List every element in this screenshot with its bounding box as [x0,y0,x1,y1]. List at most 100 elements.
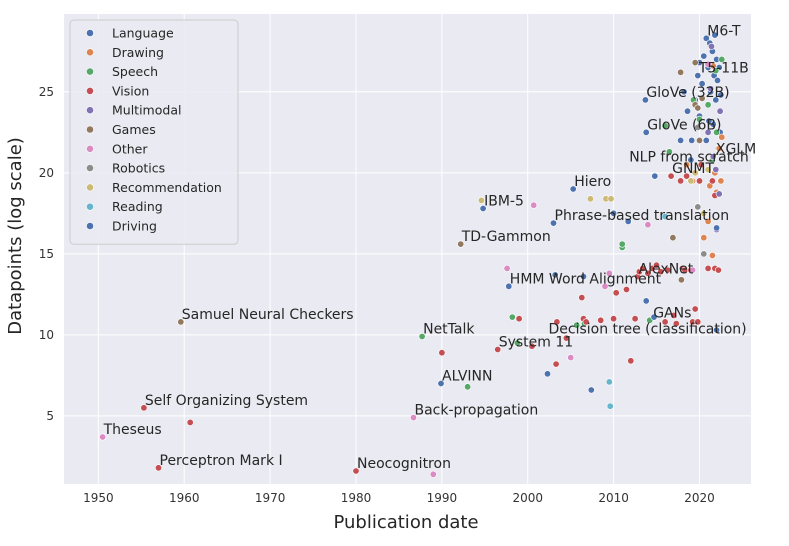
data-point [606,402,614,410]
data-point [409,414,417,422]
annotation-label: Phrase-based translation [555,208,730,224]
data-point [691,59,699,67]
legend-marker [86,202,94,211]
annotation-label: TD-Gammon [461,229,551,245]
data-point [704,166,712,174]
annotation-label: NetTalk [423,322,475,338]
data-point [657,268,665,276]
annotation-label: NLP from scratch [629,150,749,166]
data-point [667,172,675,180]
x-tick-label: 1960 [169,491,200,505]
data-point [429,470,437,478]
x-tick-label: 2020 [684,491,715,505]
legend-label: Reading [112,199,163,214]
data-point [543,370,551,378]
y-tick-label: 20 [39,166,54,180]
data-point [677,68,685,76]
data-point [713,326,721,334]
legend-marker [86,29,94,37]
data-point [627,357,635,365]
data-point [552,360,560,368]
data-point [562,334,570,342]
x-tick-label: 2000 [512,491,543,505]
data-point [691,305,699,313]
data-point [711,31,719,39]
data-point [715,190,723,198]
data-point [644,269,652,277]
data-point [708,252,716,260]
data-point [528,342,536,350]
data-point [695,115,703,123]
data-point [515,315,523,323]
annotation-label: Neocognitron [357,456,451,472]
x-axis-title: Publication date [333,512,478,533]
data-point [642,297,650,305]
data-point [186,418,194,426]
x-tick-label: 2010 [598,491,629,505]
data-point [713,76,721,84]
tick-labels: 1950 1960 1970 1980 1990 2000 2010 2020 5 10 15 20 2… [39,85,715,505]
data-point [687,177,695,185]
y-axis-title: Datapoints (log scale) [5,137,26,335]
data-point [717,91,725,99]
data-point [569,185,577,193]
data-point [624,217,632,225]
annotation-label: System 11 [499,335,573,351]
data-point [704,128,712,136]
y-tick-label: 15 [39,247,54,261]
data-point [705,117,713,125]
data-point [670,311,678,319]
annotation-label: Back-propagation [415,403,539,419]
data-point [639,264,647,272]
data-point [631,315,639,323]
data-point [697,161,705,169]
annotation-label: Hiero [574,174,611,190]
legend-label: Drawing [112,45,164,60]
data-point [669,234,677,242]
legend-marker [86,48,94,57]
y-tick-label: 25 [39,85,54,99]
data-point [715,145,723,153]
data-point [551,271,559,279]
legend-label: Driving [112,219,157,234]
data-point [694,203,702,211]
series-games [177,59,706,326]
legend-marker [86,106,94,115]
legend-label: Speech [112,64,158,79]
data-point [708,177,716,185]
legend-label: Recommendation [112,180,222,195]
data-point [689,266,697,274]
data-point [695,136,703,144]
data-point [700,52,708,60]
data-point [712,67,720,75]
data-point [567,354,575,362]
x-tick-label: 1990 [427,491,458,505]
data-point [651,172,659,180]
series-multimodal [704,42,724,234]
data-point [704,217,712,225]
legend-label: Multimodal [112,103,181,118]
data-point [587,386,595,394]
data-point [712,166,720,174]
data-point [700,209,708,217]
data-point [677,276,685,284]
data-point [579,273,587,281]
annotation-label: GANs [653,305,691,321]
annotation-label: AlexNet [639,262,694,278]
data-point [479,205,487,213]
annotation-label: T5-11B [698,61,749,77]
legend-marker [86,125,94,134]
annotation-label: Decision tree (classification) [549,322,747,338]
series-driving [437,224,721,394]
data-point [717,177,725,185]
data-point [704,264,712,272]
data-point [352,467,360,475]
y-tick-label: 5 [46,409,54,423]
legend-label: Language [112,26,174,41]
series-other [99,60,712,478]
data-point [712,96,720,104]
data-point [716,107,724,115]
data-point [140,404,148,412]
